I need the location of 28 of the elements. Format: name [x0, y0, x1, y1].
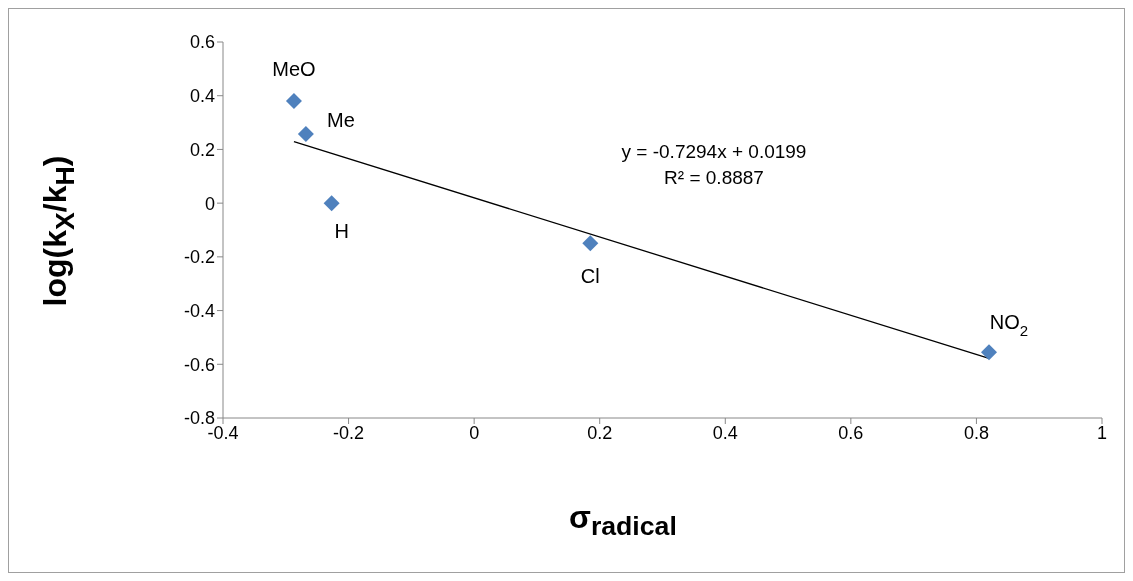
annotation: H [334, 220, 349, 243]
x-tick-label: 0.2 [587, 422, 613, 443]
point [323, 195, 340, 212]
x-tick-label: 0 [469, 422, 480, 443]
y-tick-label: -0.2 [183, 247, 215, 268]
annotation: y = -0.7294x + 0.0199 [620, 141, 808, 163]
x-tick-label: 0.6 [838, 422, 864, 443]
y-tick-label: 0 [204, 193, 215, 214]
annotation: R² = 0.8887 [663, 167, 765, 189]
y-tick-label: -0.6 [183, 354, 215, 375]
x-tick-label: 0.4 [712, 422, 738, 443]
y-tick-label: -0.8 [183, 408, 215, 429]
x-axis-title: σ$_{radical}$ [569, 499, 677, 543]
y-tick-label: -0.4 [183, 300, 215, 321]
point [980, 344, 997, 361]
point [285, 93, 302, 110]
y-tick-label: 0.6 [189, 32, 215, 53]
annotation: MeO [272, 58, 316, 81]
x-tick-label: 1 [1096, 422, 1108, 443]
x-tick-label: 0.8 [963, 422, 989, 443]
point [297, 126, 314, 143]
point [582, 235, 599, 252]
annotation: Cl [580, 265, 600, 288]
annotation: NO$_{2}$ [989, 311, 1029, 340]
y-tick-label: 0.2 [189, 139, 215, 160]
x-tick-label: -0.2 [333, 422, 365, 443]
y-tick-label: 0.4 [189, 86, 215, 107]
annotation: Me [326, 109, 355, 132]
